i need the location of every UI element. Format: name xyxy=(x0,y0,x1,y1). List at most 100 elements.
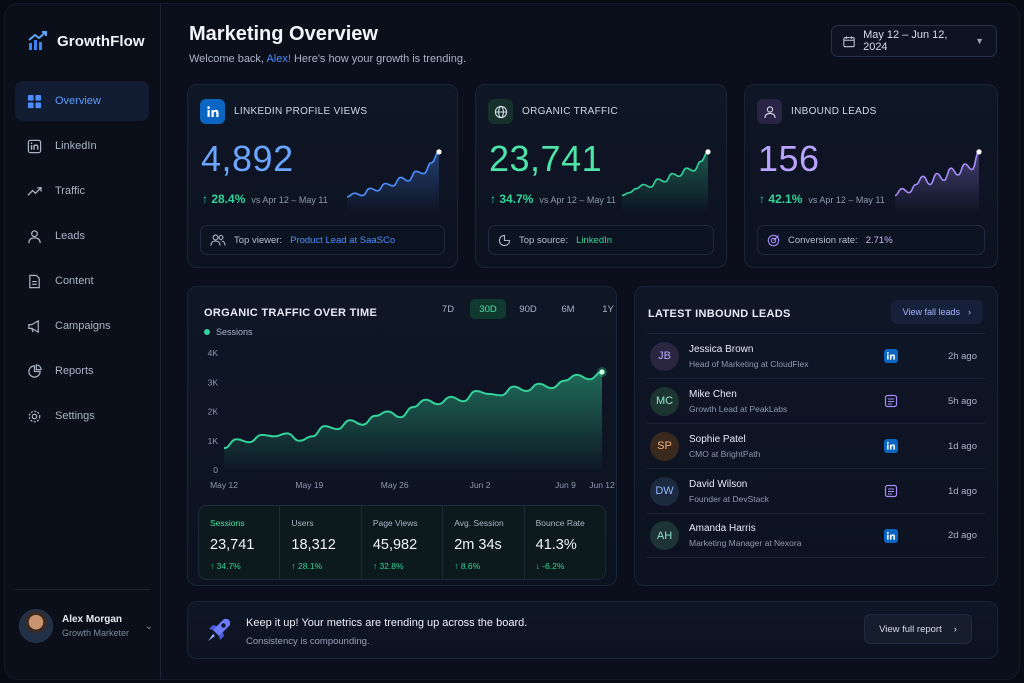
kpi-footer: Conversion rate: 2.71% xyxy=(757,225,985,255)
sidebar-item-label: LinkedIn xyxy=(55,140,97,152)
range-tabs: 7D 30D 90D 6M 1Y xyxy=(430,299,626,319)
sidebar-nav: Overview LinkedIn Traffic Leads Content … xyxy=(15,81,149,441)
kpi-footer-value[interactable]: LinkedIn xyxy=(576,234,613,246)
lead-name: Jessica Brown xyxy=(689,343,754,355)
motivation-banner: Keep it up! Your metrics are trending up… xyxy=(187,601,998,659)
legend-label: Sessions xyxy=(216,327,253,337)
chevron-down-icon[interactable]: ⌄ xyxy=(144,620,153,632)
date-range-value: May 12 – Jun 12, 2024 xyxy=(863,29,948,53)
sidebar-item-campaigns[interactable]: Campaigns xyxy=(15,306,149,346)
stat-delta: ↑ 28.1% xyxy=(291,561,323,571)
tab-6m[interactable]: 6M xyxy=(561,303,575,315)
y-tick-label: 1K xyxy=(208,436,219,446)
form-icon xyxy=(884,394,898,408)
stat-label: Users xyxy=(291,518,314,528)
lead-name: Sophie Patel xyxy=(689,433,746,445)
list-item[interactable]: MC Mike Chen Growth Lead at PeakLabs 5h a… xyxy=(647,378,985,423)
sparkline-line xyxy=(894,151,980,197)
y-tick-label: 0 xyxy=(213,465,218,475)
leads-panel: LATEST INBOUND LEADS View fall leads › J… xyxy=(634,286,998,586)
banner-subtitle: Consistency is compounding. xyxy=(246,636,370,647)
lead-time: 2h ago xyxy=(947,350,977,362)
sidebar: GrowthFlow Overview LinkedIn Traffic Lea… xyxy=(5,4,161,679)
form-icon xyxy=(884,484,898,498)
lead-role: Growth Lead at PeakLabs xyxy=(689,403,788,414)
chevron-right-icon: › xyxy=(968,307,971,317)
welcome-prefix: Welcome back, xyxy=(189,53,267,65)
x-tick-label: Jun 2 xyxy=(470,480,491,490)
sparkline-end-point xyxy=(976,149,982,155)
kpi-title: LINKEDIN PROFILE VIEWS xyxy=(234,106,368,117)
x-tick-label: May 26 xyxy=(381,480,409,490)
target-icon xyxy=(767,234,780,246)
list-item[interactable]: SP Sophie Patel CMO at BrightPath 1d ago xyxy=(647,423,985,468)
kpi-card-inbound-leads[interactable]: INBOUND LEADS 156 ↑ 42.1% vs Apr 12 – Ma… xyxy=(744,84,998,268)
lead-avatar: AH xyxy=(650,521,679,550)
x-tick-label: Jun 9 xyxy=(555,480,576,490)
document-icon xyxy=(29,274,40,288)
sidebar-item-leads[interactable]: Leads xyxy=(15,216,149,256)
list-item[interactable]: JB Jessica Brown Head of Marketing at Clo… xyxy=(647,333,985,378)
kpi-card-linkedin-views[interactable]: LINKEDIN PROFILE VIEWS 4,892 ↑ 28.4% vs … xyxy=(187,84,458,268)
kpi-title: ORGANIC TRAFFIC xyxy=(522,106,618,117)
sparkline-end-point xyxy=(705,149,711,155)
tab-30d[interactable]: 30D xyxy=(470,299,506,319)
sidebar-item-settings[interactable]: Settings xyxy=(15,396,149,436)
kpi-card-organic-traffic[interactable]: ORGANIC TRAFFIC 23,741 ↑ 34.7% vs Apr 12… xyxy=(475,84,727,268)
welcome-text: Welcome back, Alex! Here's how your grow… xyxy=(189,53,466,65)
sparkline-line xyxy=(621,151,709,197)
stat-delta: ↑ 32.8% xyxy=(372,561,404,571)
panel-title: LATEST INBOUND LEADS xyxy=(648,308,791,320)
traffic-area-chart: 0 1K 2K 3K 4K May 12 May 19 May 26 Jun 2 Jun 9 Jun… xyxy=(208,348,615,490)
lead-time: 2d ago xyxy=(947,530,977,541)
brand[interactable]: GrowthFlow xyxy=(27,30,145,52)
user-icon xyxy=(757,99,782,124)
page-title: Marketing Overview xyxy=(189,23,378,45)
y-tick-label: 2K xyxy=(208,407,219,417)
stat-page-views: Page Views 45,982 ↑ 32.8% xyxy=(362,506,444,579)
stat-label: Page Views xyxy=(372,518,418,528)
stat-bounce-rate: Bounce Rate 41.3% ↓ -6.2% xyxy=(525,506,605,579)
list-item[interactable]: DW David Wilson Founder at DevStack 1d ag… xyxy=(647,468,985,513)
tab-1y[interactable]: 1Y xyxy=(602,303,614,315)
lead-role: CMO at BrightPath xyxy=(689,448,761,459)
stat-delta: ↑ 8.6% xyxy=(454,561,481,571)
date-range-picker[interactable]: May 12 – Jun 12, 2024 ▼ xyxy=(831,25,997,57)
kpi-compare: vs Apr 12 – May 11 xyxy=(539,195,616,205)
linkedin-icon xyxy=(200,99,225,124)
lead-avatar: SP xyxy=(650,431,679,461)
growth-logo-icon xyxy=(28,31,47,50)
tab-90d[interactable]: 90D xyxy=(519,303,537,315)
trend-icon xyxy=(27,186,42,196)
sidebar-item-label: Traffic xyxy=(55,185,85,197)
traffic-chart-panel: ORGANIC TRAFFIC OVER TIME 7D 30D 90D 6M … xyxy=(187,286,617,586)
view-full-report-button[interactable]: View full report › xyxy=(864,614,972,644)
grid-icon xyxy=(27,94,42,108)
kpi-delta: ↑ 28.4% xyxy=(202,192,246,206)
lead-list: JB Jessica Brown Head of Marketing at Clo… xyxy=(647,333,985,558)
list-item[interactable]: AH Amanda Harris Marketing Manager at Nex… xyxy=(647,513,985,558)
profile-name: Alex Morgan xyxy=(62,614,123,625)
gear-icon xyxy=(28,410,41,422)
sidebar-item-traffic[interactable]: Traffic xyxy=(15,171,149,211)
x-tick-label: Jun 12 xyxy=(589,480,615,490)
users-icon xyxy=(210,234,226,246)
lead-time: 1d ago xyxy=(947,485,977,497)
sparkline-traffic xyxy=(621,149,711,213)
lead-avatar: JB xyxy=(650,341,679,371)
view-all-leads-button[interactable]: View fall leads › xyxy=(890,300,983,324)
stat-value: 41.3% xyxy=(535,537,577,553)
sidebar-item-label: Settings xyxy=(55,410,95,422)
sidebar-item-overview[interactable]: Overview xyxy=(15,81,149,121)
lead-role: Founder at DevStack xyxy=(689,493,769,504)
kpi-delta: ↑ 42.1% xyxy=(759,192,803,206)
tab-7d[interactable]: 7D xyxy=(441,303,455,315)
user-profile[interactable]: Alex Morgan Growth Marketer ⌄ xyxy=(19,609,153,643)
lead-role: Head of Marketing at CloudFlex xyxy=(689,358,809,369)
sidebar-item-content[interactable]: Content xyxy=(15,261,149,301)
x-tick-label: May 12 xyxy=(210,480,238,490)
sidebar-item-linkedin[interactable]: LinkedIn xyxy=(15,126,149,166)
kpi-footer-value[interactable]: Product Lead at SaaSCo xyxy=(290,234,396,246)
sidebar-item-reports[interactable]: Reports xyxy=(15,351,149,391)
sidebar-divider xyxy=(15,589,150,590)
